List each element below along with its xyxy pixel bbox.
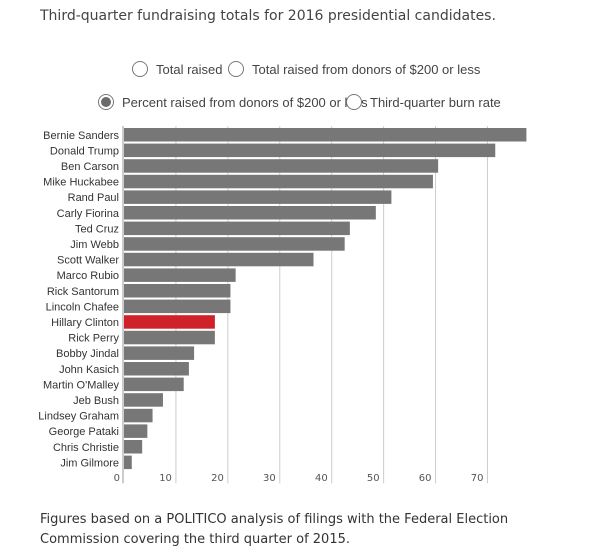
tick-label: 50 bbox=[367, 473, 380, 484]
bar bbox=[124, 284, 231, 298]
tick-label: 20 bbox=[211, 473, 224, 484]
bar bbox=[124, 206, 376, 220]
category-label: Lindsey Graham bbox=[38, 411, 119, 423]
option-burn-rate[interactable]: Third-quarter burn rate bbox=[346, 94, 501, 110]
bar bbox=[124, 440, 143, 454]
bar bbox=[124, 268, 236, 282]
category-label: Hillary Clinton bbox=[51, 317, 119, 329]
category-label: Jim Gilmore bbox=[60, 457, 119, 469]
radio-icon[interactable] bbox=[228, 61, 244, 77]
category-label: Rick Santorum bbox=[47, 286, 119, 298]
category-label: Martin O'Malley bbox=[43, 379, 120, 391]
category-label: Bernie Sanders bbox=[43, 130, 119, 142]
category-label: Lincoln Chafee bbox=[46, 301, 119, 313]
category-label: Scott Walker bbox=[57, 255, 119, 267]
bar bbox=[124, 159, 439, 173]
bar bbox=[124, 252, 314, 267]
bar bbox=[124, 128, 527, 142]
radio-icon[interactable] bbox=[132, 61, 148, 77]
tick-label: 60 bbox=[419, 473, 432, 484]
category-label: Marco Rubio bbox=[57, 270, 119, 282]
option-small-donor-total[interactable]: Total raised from donors of $200 or less bbox=[228, 61, 480, 77]
category-label: Mike Huckabee bbox=[43, 177, 119, 189]
bar bbox=[124, 424, 148, 438]
category-label: Donald Trump bbox=[50, 145, 119, 157]
bar bbox=[124, 393, 163, 407]
option-label: Total raised from donors of $200 or less bbox=[252, 61, 481, 77]
bar bbox=[124, 143, 496, 158]
category-label: Ted Cruz bbox=[75, 223, 119, 235]
category-label: John Kasich bbox=[59, 364, 119, 376]
option-total-raised[interactable]: Total raised bbox=[132, 61, 222, 77]
bar bbox=[124, 455, 132, 470]
category-label: Jeb Bush bbox=[73, 395, 119, 407]
bar bbox=[124, 221, 350, 236]
option-label: Total raised bbox=[156, 61, 223, 77]
tick-label: 30 bbox=[263, 473, 276, 484]
bar bbox=[124, 315, 215, 329]
bar bbox=[124, 346, 195, 360]
category-label: Rand Paul bbox=[68, 192, 119, 204]
tick-label: 40 bbox=[315, 473, 328, 484]
bar bbox=[124, 237, 345, 251]
category-label: Jim Webb bbox=[70, 239, 119, 251]
tick-label: 0 bbox=[114, 473, 120, 484]
chart-subtitle: Third-quarter fundraising totals for 201… bbox=[40, 8, 496, 24]
tick-label: 70 bbox=[471, 473, 484, 484]
bar-chart: Bernie Sanders Donald Trump Ben Carson Mike… bbox=[38, 126, 527, 484]
radio-icon[interactable] bbox=[98, 94, 114, 110]
bar bbox=[124, 408, 153, 423]
category-label: George Pataki bbox=[49, 426, 119, 438]
bar bbox=[124, 330, 215, 345]
option-small-donor-percent[interactable]: Percent raised from donors of $200 or le… bbox=[98, 94, 368, 110]
tick-label: 10 bbox=[159, 473, 172, 484]
bar bbox=[124, 174, 433, 189]
bar bbox=[124, 362, 189, 376]
radio-icon[interactable] bbox=[346, 94, 362, 110]
category-label: Rick Perry bbox=[68, 333, 119, 345]
option-label: Third-quarter burn rate bbox=[370, 94, 501, 110]
footnote: Figures based on a POLITICO analysis of … bbox=[40, 512, 509, 547]
category-label: Chris Christie bbox=[53, 442, 119, 454]
bar bbox=[124, 190, 392, 204]
option-label: Percent raised from donors of $200 or le… bbox=[122, 94, 368, 110]
category-label: Bobby Jindal bbox=[56, 348, 119, 360]
bar bbox=[124, 377, 184, 392]
bar bbox=[124, 299, 231, 314]
category-label: Carly Fiorina bbox=[57, 208, 120, 220]
category-label: Ben Carson bbox=[61, 161, 119, 173]
